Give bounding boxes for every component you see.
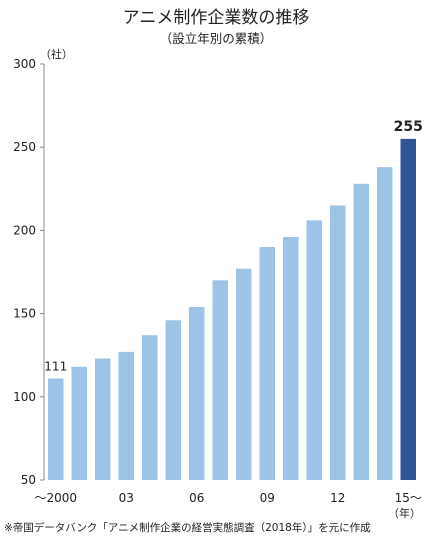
bar bbox=[189, 306, 205, 480]
bar bbox=[306, 220, 322, 480]
data-label: 111 bbox=[44, 359, 67, 373]
bar bbox=[400, 138, 416, 480]
x-tick-label: 〜2000 bbox=[34, 491, 77, 505]
bar bbox=[330, 205, 346, 480]
bar bbox=[142, 335, 158, 480]
x-tick-label: 12 bbox=[330, 491, 345, 505]
x-tick-label: 15〜 bbox=[395, 491, 422, 505]
bar bbox=[212, 280, 228, 480]
x-tick-label: 06 bbox=[189, 491, 204, 505]
chart-title: アニメ制作企業数の推移 bbox=[122, 8, 310, 28]
bar bbox=[71, 366, 87, 480]
bar bbox=[259, 247, 275, 480]
y-tick-label: 200 bbox=[13, 223, 36, 237]
bar bbox=[353, 183, 369, 481]
x-tick-label: 09 bbox=[260, 491, 275, 505]
y-tick-label: 150 bbox=[13, 307, 36, 321]
y-axis-unit: （社） bbox=[40, 48, 73, 61]
x-tick-label: 03 bbox=[119, 491, 134, 505]
source-note: ※帝国データバンク「アニメ制作企業の経営実態調査（2018年）」を元に作成 bbox=[4, 522, 371, 534]
y-tick-label: 300 bbox=[13, 57, 36, 71]
x-axis-unit: （年） bbox=[388, 507, 421, 520]
y-tick-label: 50 bbox=[21, 473, 36, 487]
y-tick-label: 250 bbox=[13, 140, 36, 154]
chart-subtitle: （設立年別の累積） bbox=[159, 31, 273, 46]
y-tick-label: 100 bbox=[13, 390, 36, 404]
bar bbox=[377, 167, 393, 480]
bar bbox=[95, 358, 111, 480]
bar bbox=[236, 268, 252, 480]
bar bbox=[118, 351, 134, 480]
bar bbox=[48, 378, 64, 480]
bar bbox=[283, 237, 299, 480]
bar bbox=[165, 320, 181, 480]
data-label: 255 bbox=[394, 119, 423, 135]
